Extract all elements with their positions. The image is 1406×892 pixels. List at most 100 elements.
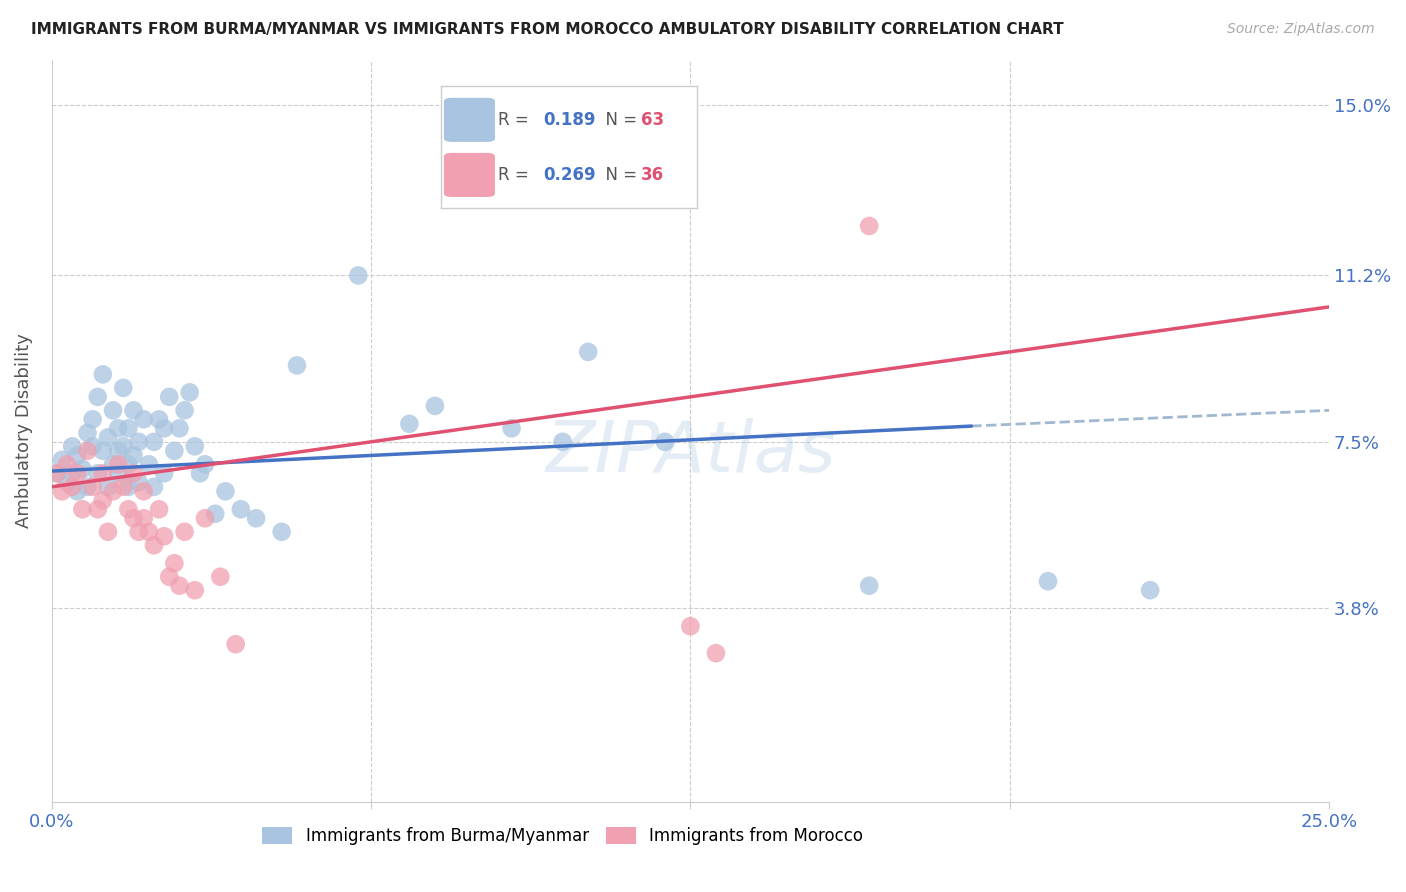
Point: [60, 467, 83, 481]
Point: [858, 579, 880, 593]
Point: [87, 502, 110, 516]
Point: [148, 502, 170, 516]
Point: [97, 524, 120, 539]
Point: [91, 467, 114, 481]
Point: [87, 467, 110, 481]
Point: [76, 480, 98, 494]
Point: [173, 403, 195, 417]
Point: [66, 484, 89, 499]
Point: [194, 458, 217, 472]
Point: [82, 439, 104, 453]
Point: [101, 458, 124, 472]
Point: [45, 467, 67, 481]
Point: [184, 583, 207, 598]
Point: [204, 507, 226, 521]
Point: [163, 556, 186, 570]
Point: [148, 412, 170, 426]
Point: [122, 403, 145, 417]
Point: [153, 467, 176, 481]
Point: [347, 268, 370, 283]
Point: [91, 443, 114, 458]
Point: [858, 219, 880, 233]
Point: [97, 430, 120, 444]
Point: [97, 480, 120, 494]
Point: [60, 480, 83, 494]
Point: [107, 467, 129, 481]
Point: [209, 570, 232, 584]
Point: [285, 359, 308, 373]
Point: [128, 524, 150, 539]
Text: IMMIGRANTS FROM BURMA/MYANMAR VS IMMIGRANTS FROM MOROCCO AMBULATORY DISABILITY C: IMMIGRANTS FROM BURMA/MYANMAR VS IMMIGRA…: [31, 22, 1063, 37]
Point: [138, 458, 160, 472]
Point: [107, 458, 129, 472]
Point: [679, 619, 702, 633]
Text: Source: ZipAtlas.com: Source: ZipAtlas.com: [1227, 22, 1375, 37]
Point: [128, 434, 150, 449]
Text: ZIPAtlas: ZIPAtlas: [546, 418, 835, 487]
Point: [153, 529, 176, 543]
Legend: Immigrants from Burma/Myanmar, Immigrants from Morocco: Immigrants from Burma/Myanmar, Immigrant…: [263, 827, 863, 846]
Point: [122, 511, 145, 525]
Point: [91, 368, 114, 382]
Point: [225, 637, 247, 651]
Point: [122, 448, 145, 462]
Point: [188, 467, 211, 481]
Point: [157, 570, 180, 584]
Point: [117, 421, 139, 435]
Point: [132, 484, 155, 499]
Point: [1036, 574, 1059, 589]
Point: [138, 524, 160, 539]
Point: [76, 425, 98, 440]
Point: [72, 502, 94, 516]
Point: [179, 385, 201, 400]
Point: [132, 511, 155, 525]
Point: [245, 511, 267, 525]
Point: [398, 417, 420, 431]
Point: [51, 452, 73, 467]
Point: [142, 480, 165, 494]
Point: [142, 538, 165, 552]
Y-axis label: Ambulatory Disability: Ambulatory Disability: [15, 333, 32, 528]
Point: [117, 458, 139, 472]
Point: [423, 399, 446, 413]
Point: [51, 484, 73, 499]
Point: [173, 524, 195, 539]
Point: [66, 448, 89, 462]
Point: [270, 524, 292, 539]
Point: [214, 484, 236, 499]
Point: [66, 467, 89, 481]
Point: [551, 434, 574, 449]
Point: [194, 511, 217, 525]
Point: [501, 421, 523, 435]
Point: [169, 579, 191, 593]
Point: [157, 390, 180, 404]
Point: [117, 480, 139, 494]
Point: [107, 443, 129, 458]
Point: [153, 421, 176, 435]
Point: [1139, 583, 1161, 598]
Point: [101, 484, 124, 499]
Point: [163, 443, 186, 458]
Point: [704, 646, 727, 660]
Point: [654, 434, 676, 449]
Point: [56, 475, 79, 490]
Point: [76, 443, 98, 458]
Point: [132, 412, 155, 426]
Point: [82, 412, 104, 426]
Point: [45, 467, 67, 481]
Point: [112, 381, 135, 395]
Point: [82, 480, 104, 494]
Point: [122, 467, 145, 481]
Point: [169, 421, 191, 435]
Point: [117, 502, 139, 516]
Point: [60, 439, 83, 453]
Point: [112, 480, 135, 494]
Point: [72, 462, 94, 476]
Point: [91, 493, 114, 508]
Point: [107, 421, 129, 435]
Point: [101, 403, 124, 417]
Point: [184, 439, 207, 453]
Point: [229, 502, 252, 516]
Point: [56, 458, 79, 472]
Point: [576, 344, 599, 359]
